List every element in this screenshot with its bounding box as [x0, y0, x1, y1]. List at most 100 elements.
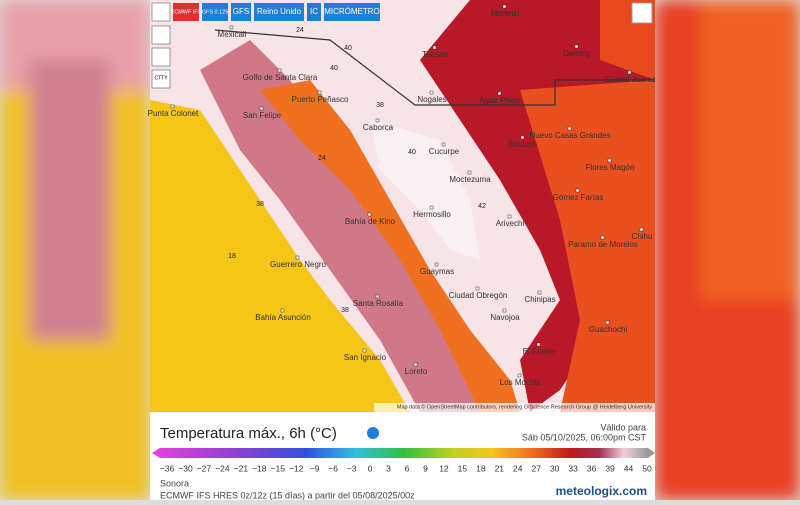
place-marker	[574, 44, 579, 49]
colorbar-tick-label: 9	[423, 463, 428, 473]
colorbar-tick-label: −24	[215, 463, 230, 473]
place-label: Morenci	[491, 9, 520, 18]
map	[150, 0, 655, 412]
map-value: 40	[330, 65, 338, 72]
colorbar-tick-label: 12	[439, 463, 449, 473]
place-label: Arivechi	[496, 219, 525, 228]
colorbar-tick-label: 30	[550, 463, 560, 473]
place-label: Ciudad Obregón	[449, 291, 508, 300]
colorbar-tick-label: −18	[252, 463, 267, 473]
colorbar-tick-label: −27	[197, 463, 212, 473]
model-button[interactable]	[173, 3, 199, 21]
place-marker	[432, 45, 437, 50]
map-value: 38	[256, 201, 264, 208]
colorbar-tick-label: −9	[310, 463, 320, 473]
location-button[interactable]	[151, 25, 171, 45]
place-marker	[362, 348, 367, 353]
colorbar-tick-label: 15	[458, 463, 468, 473]
model-button[interactable]	[307, 3, 321, 21]
model-button[interactable]	[231, 3, 251, 21]
place-label: El Fuerte	[523, 347, 556, 356]
map-value: 38	[341, 307, 349, 314]
place-marker	[375, 294, 380, 299]
model-button[interactable]	[202, 3, 228, 21]
place-label: San Ignacio	[344, 353, 387, 362]
place-marker	[520, 135, 525, 140]
place-label: Moctezuma	[449, 175, 491, 184]
place-marker	[295, 255, 300, 260]
place-marker	[277, 68, 282, 73]
model-button[interactable]	[254, 3, 304, 21]
place-marker	[537, 290, 542, 295]
place-marker	[627, 70, 632, 75]
place-marker	[170, 104, 175, 109]
region: Sonora	[160, 478, 189, 488]
map-value: 40	[408, 149, 416, 156]
colorbar-tick-label: 21	[495, 463, 505, 473]
place-label: San Felipe	[243, 111, 282, 120]
model-button-label: Reino Unido	[257, 7, 302, 16]
colorbar-tick-label: 0	[368, 463, 373, 473]
place-marker	[497, 91, 502, 96]
valid-label: Válido para	[600, 422, 646, 432]
place-marker	[413, 362, 418, 367]
colorbar-tick-label: 18	[476, 463, 486, 473]
colorbar-tick-label: −30	[178, 463, 193, 473]
colorbar-tick-label: −3	[347, 463, 357, 473]
colorbar-tick-label: 3	[386, 463, 391, 473]
share-button[interactable]	[631, 2, 653, 24]
city-button[interactable]	[151, 69, 171, 89]
place-label: Bavispe	[509, 140, 538, 149]
colorbar-tick-label: 6	[405, 463, 410, 473]
map-value: 18	[228, 253, 236, 260]
brand[interactable]: meteologix.com	[556, 484, 647, 498]
place-label: Puerto Peñasco	[292, 95, 349, 104]
place-marker	[429, 205, 434, 210]
colorbar-tick-label: 24	[513, 463, 523, 473]
place-label: Ciudad Juárez	[604, 75, 656, 84]
place-label: Mexicali	[218, 30, 247, 39]
place-marker	[229, 25, 234, 30]
place-label: Santa Rosalía	[353, 299, 404, 308]
place-label: Deming	[563, 49, 591, 58]
place-label: Paramo de Morelos	[568, 240, 638, 249]
colorbar-tick-label: −12	[289, 463, 304, 473]
colorbar-tick-label: −21	[234, 463, 249, 473]
colorbar-tick-label: −36	[160, 463, 175, 473]
place-label: Agua Prieta	[479, 96, 521, 105]
map-value: 42	[478, 203, 486, 210]
model-button-label: GFS 0.125	[202, 9, 229, 15]
valid-time: Sáb 05/10/2025, 06:00pm CST	[522, 432, 647, 442]
map-value: 24	[318, 155, 326, 162]
place-marker	[434, 262, 439, 267]
place-marker	[502, 4, 507, 9]
place-marker	[567, 126, 572, 131]
place-marker	[502, 308, 507, 313]
place-marker	[575, 188, 580, 193]
place-label: Los Mochis	[500, 378, 540, 387]
place-marker	[605, 320, 610, 325]
place-label: Loreto	[405, 367, 428, 376]
toolbar: CTTY ECMWF IFS GFS 0.125 GFS Reino Unido IC M…	[151, 2, 653, 89]
place-marker	[600, 235, 605, 240]
colorbar-tick-label: −6	[328, 463, 338, 473]
place-label: Cucurpe	[429, 147, 460, 156]
legend-title: Temperatura máx., 6h (°C)	[160, 425, 337, 442]
place-label: Navojoa	[490, 313, 520, 322]
zoom-button[interactable]	[151, 47, 171, 67]
place-label: Nogales	[417, 95, 446, 104]
colorbar-tick-label: 39	[605, 463, 615, 473]
menu-button[interactable]	[151, 2, 171, 22]
colorbar-tick-label: 33	[568, 463, 578, 473]
model-button[interactable]	[324, 3, 380, 21]
model-button-label: GFS	[233, 7, 249, 16]
place-marker	[536, 342, 541, 347]
place-label: Punta Colonet	[148, 109, 199, 118]
legend-panel: Temperatura máx., 6h (°C) Válido para Sá…	[150, 412, 655, 500]
info-icon[interactable]	[367, 427, 379, 439]
colorbar-tick-label: 27	[531, 463, 541, 473]
place-label: Flores Magón	[586, 163, 635, 172]
